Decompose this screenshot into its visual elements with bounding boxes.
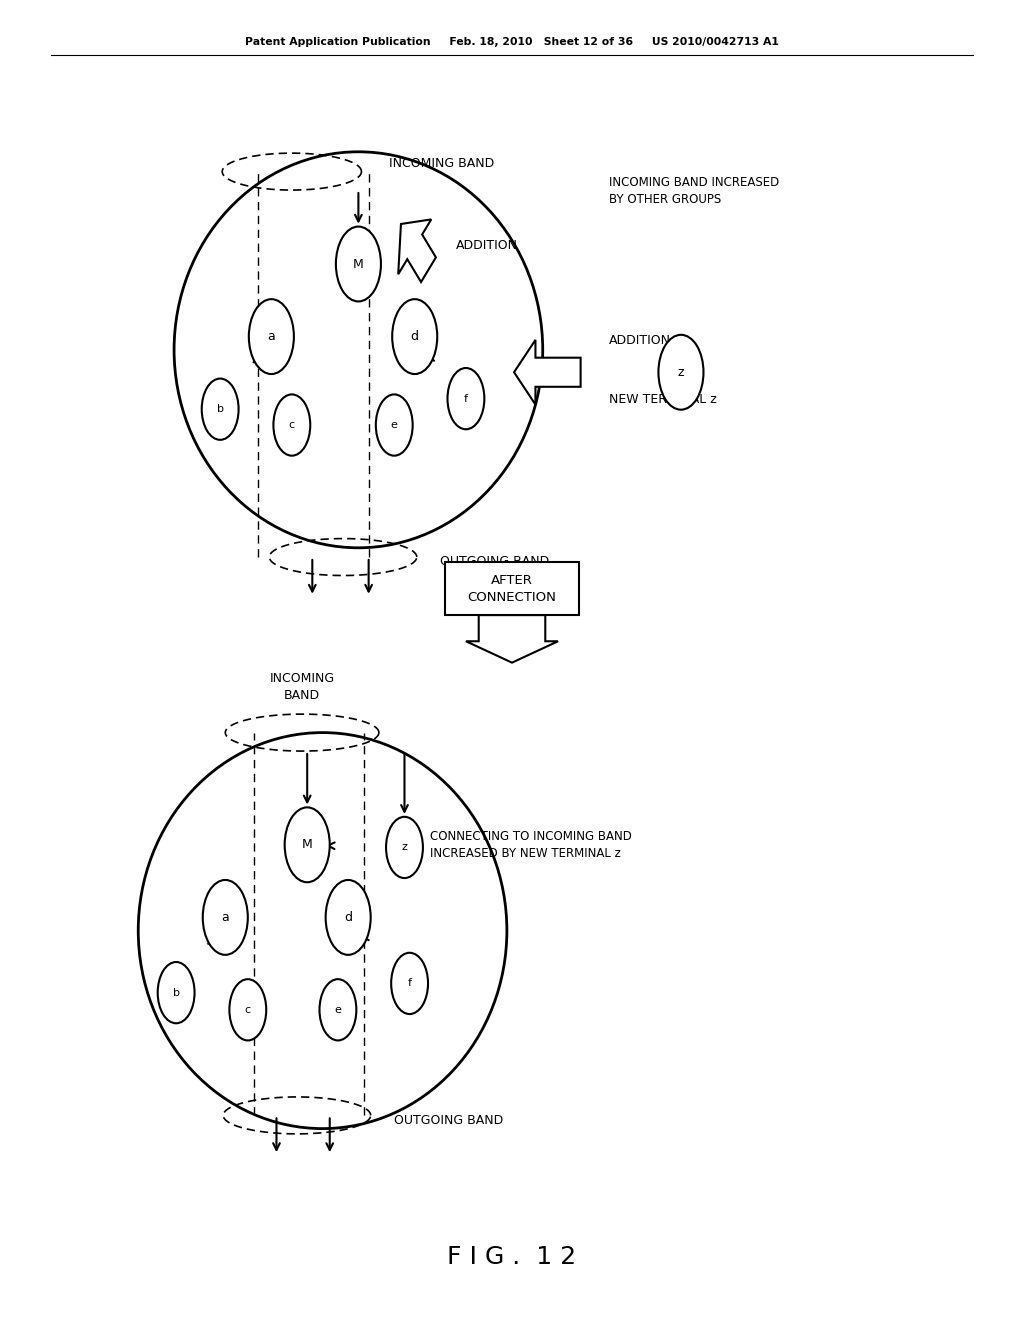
Ellipse shape	[447, 368, 484, 429]
Text: b: b	[217, 404, 223, 414]
Text: OUTGOING BAND: OUTGOING BAND	[394, 1114, 504, 1127]
Ellipse shape	[658, 335, 703, 409]
Text: OUTGOING BAND: OUTGOING BAND	[440, 554, 550, 568]
Text: z: z	[678, 366, 684, 379]
Ellipse shape	[273, 395, 310, 455]
Ellipse shape	[392, 300, 437, 374]
Text: INCOMING BAND: INCOMING BAND	[389, 157, 495, 170]
Text: ADDITION: ADDITION	[456, 239, 518, 252]
Text: INCOMING BAND INCREASED
BY OTHER GROUPS: INCOMING BAND INCREASED BY OTHER GROUPS	[609, 177, 779, 206]
Text: a: a	[267, 330, 275, 343]
Text: NEW TERMINAL z: NEW TERMINAL z	[609, 393, 717, 407]
Text: d: d	[411, 330, 419, 343]
Ellipse shape	[326, 880, 371, 954]
Text: e: e	[391, 420, 397, 430]
Ellipse shape	[249, 300, 294, 374]
Text: M: M	[302, 838, 312, 851]
Text: M: M	[353, 257, 364, 271]
Text: d: d	[344, 911, 352, 924]
Text: b: b	[173, 987, 179, 998]
Text: ADDITION: ADDITION	[609, 334, 672, 347]
Text: f: f	[408, 978, 412, 989]
Polygon shape	[466, 615, 558, 663]
Ellipse shape	[285, 808, 330, 882]
Ellipse shape	[203, 880, 248, 954]
Text: Patent Application Publication     Feb. 18, 2010   Sheet 12 of 36     US 2010/00: Patent Application Publication Feb. 18, …	[245, 37, 779, 48]
Ellipse shape	[376, 395, 413, 455]
Polygon shape	[514, 341, 581, 404]
Polygon shape	[398, 219, 436, 282]
Ellipse shape	[202, 379, 239, 440]
Ellipse shape	[391, 953, 428, 1014]
Ellipse shape	[229, 979, 266, 1040]
Text: c: c	[289, 420, 295, 430]
Text: INCOMING
BAND: INCOMING BAND	[269, 672, 335, 702]
Text: e: e	[335, 1005, 341, 1015]
Text: AFTER
CONNECTION: AFTER CONNECTION	[468, 574, 556, 603]
Text: F I G .  1 2: F I G . 1 2	[447, 1245, 577, 1269]
Ellipse shape	[319, 979, 356, 1040]
Text: f: f	[464, 393, 468, 404]
Text: a: a	[221, 911, 229, 924]
Bar	[445, 562, 579, 615]
Text: CONNECTING TO INCOMING BAND
INCREASED BY NEW TERMINAL z: CONNECTING TO INCOMING BAND INCREASED BY…	[430, 830, 632, 859]
Ellipse shape	[158, 962, 195, 1023]
Ellipse shape	[336, 227, 381, 301]
Text: z: z	[401, 842, 408, 853]
Ellipse shape	[386, 817, 423, 878]
Text: c: c	[245, 1005, 251, 1015]
